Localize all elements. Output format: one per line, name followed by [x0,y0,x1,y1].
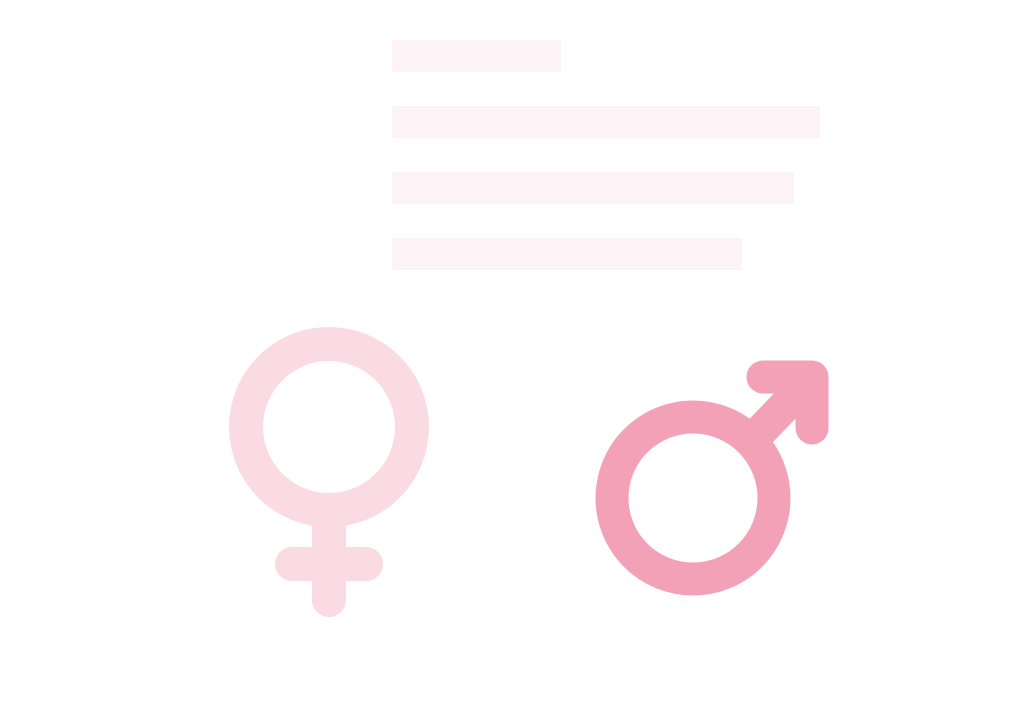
male-ring [595,400,791,596]
placeholder-line [392,40,561,72]
male-symbol [595,360,829,596]
female-symbol [229,327,429,617]
male-arrow-head [746,360,829,445]
placeholder-line [392,106,820,138]
female-ring [229,327,429,527]
placeholder-line [392,172,794,204]
text-placeholders [392,40,820,270]
placeholder-line [392,238,742,270]
